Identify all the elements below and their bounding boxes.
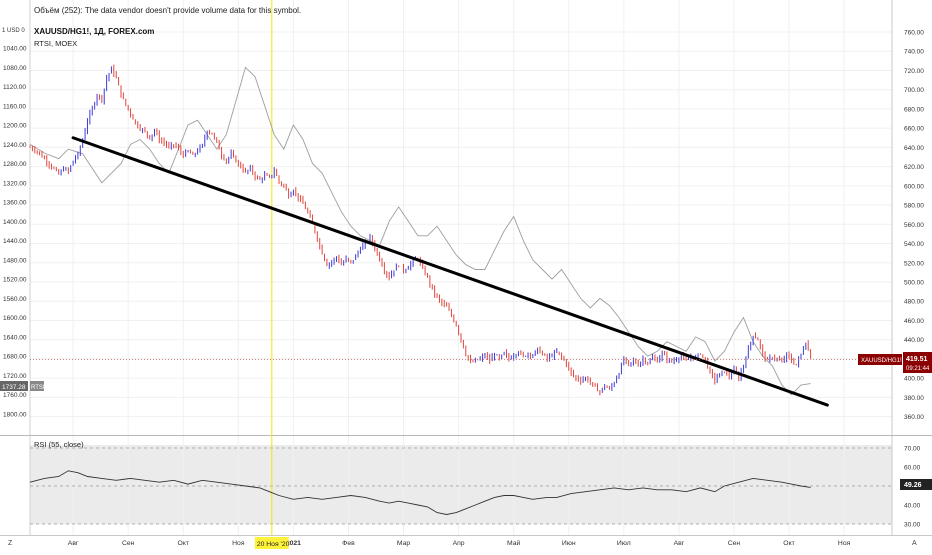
right-price-axis[interactable]: 360.00380.00400.00420.00440.00460.00480.… xyxy=(904,30,924,422)
symbol-legend[interactable]: XAUUSD/HG1!, 1Д, FOREX.com xyxy=(34,27,154,36)
left-axis-tick-label: 1800.00 xyxy=(3,411,27,418)
right-axis-tick-label: 540.00 xyxy=(904,241,924,248)
price-badge-symbol-bg xyxy=(858,354,902,365)
time-axis-label: Июл xyxy=(617,540,631,547)
right-axis-tick-label: 740.00 xyxy=(904,49,924,56)
right-axis-tick-label: 700.00 xyxy=(904,87,924,94)
rsi-axis-tick-label: 60.00 xyxy=(904,465,921,472)
right-axis-tick-label: 620.00 xyxy=(904,164,924,171)
right-axis-tick-label: 680.00 xyxy=(904,106,924,113)
time-axis-label: Окт xyxy=(783,540,794,547)
right-axis-tick-label: 720.00 xyxy=(904,68,924,75)
left-rtsi-name-bg xyxy=(30,381,44,391)
rsi-axis-tick-label: 70.00 xyxy=(904,446,921,453)
grid xyxy=(30,0,892,535)
left-axis-tick-label: 1120.00 xyxy=(3,84,26,91)
trendline[interactable] xyxy=(71,136,829,407)
left-rtsi-tag-bg xyxy=(0,381,28,391)
highlight-date: 20 Ноя '20 xyxy=(257,541,290,548)
time-axis-label: Сен xyxy=(728,540,741,547)
rsi-badge-bg xyxy=(900,479,932,490)
time-axis-label: Авг xyxy=(68,540,79,547)
left-axis-tick-label: 1040.00 xyxy=(3,46,27,53)
left-axis-tick-label: 1600.00 xyxy=(3,315,27,322)
main-pane-bg xyxy=(30,0,892,435)
volume-notice: Объём (252): The data vendor doesn't pro… xyxy=(34,6,301,15)
left-axis-tick-label: 1680.00 xyxy=(3,354,27,361)
rsi-axis-tick-label: 40.00 xyxy=(904,503,921,510)
left-axis-tick-label: 1440.00 xyxy=(3,238,27,245)
time-axis-label: Апр xyxy=(453,540,465,547)
right-axis-tick-label: 380.00 xyxy=(904,395,924,402)
left-axis-tick-label: 1400.00 xyxy=(3,219,27,226)
left-axis-tick-label: 1240.00 xyxy=(3,142,27,149)
right-axis-tick-label: 560.00 xyxy=(904,222,924,229)
time-axis-label: Фев xyxy=(342,540,355,547)
right-axis-tick-label: 460.00 xyxy=(904,318,924,325)
time-axis-label: Сен xyxy=(122,540,135,547)
compare-legend[interactable]: RTSI, MOEX xyxy=(34,39,77,48)
price-badge-bg xyxy=(903,352,932,373)
right-axis-tick-label: 580.00 xyxy=(904,203,924,210)
rsi-axis-tick-label: 30.00 xyxy=(904,522,921,529)
left-rtsi-tag-name: RTSI xyxy=(31,385,45,391)
rsi-band-fill xyxy=(30,445,892,524)
time-axis-label: Окт xyxy=(178,540,189,547)
right-axis-tick-label: 760.00 xyxy=(904,30,924,37)
time-axis-label: Ноя xyxy=(232,540,245,547)
left-axis-tick-label: 1320.00 xyxy=(3,180,27,187)
price-badge-value: 419.51 xyxy=(906,356,928,363)
left-price-axis[interactable]: 1040.00 1080.00 1120.00 1160.00 1200.00 1240.… xyxy=(3,46,27,419)
left-axis-tick-label: 1480.00 xyxy=(3,257,27,264)
time-axis-label: 2021 xyxy=(286,540,301,547)
left-axis-tick-label: 1640.00 xyxy=(3,334,27,341)
left-axis-tick-label: 1280.00 xyxy=(3,161,27,168)
right-axis-tick-label: 640.00 xyxy=(904,145,924,152)
time-axis-label: Июн xyxy=(562,540,576,547)
log-scale-toggle[interactable]: Z xyxy=(8,540,13,547)
price-badge-countdown: 09:21:44 xyxy=(906,366,930,372)
time-axis-label: Май xyxy=(507,539,521,547)
left-axis-unit: 1 USD 0 xyxy=(2,28,25,34)
auto-scale-toggle[interactable]: A xyxy=(912,540,917,547)
rsi-badge-value: 49.26 xyxy=(904,482,922,489)
highlight-date-bg xyxy=(254,537,289,549)
rsi-line xyxy=(29,470,811,515)
gold-copper-candles xyxy=(29,64,812,396)
left-axis-tick-label: 1760.00 xyxy=(3,392,27,399)
right-axis-tick-label: 600.00 xyxy=(904,183,924,190)
left-axis-tick-label: 1520.00 xyxy=(3,277,27,284)
time-axis-label: Ноя xyxy=(838,540,851,547)
left-axis-tick-label: 1200.00 xyxy=(3,123,27,130)
right-axis-tick-label: 360.00 xyxy=(904,414,924,421)
right-axis-tick-label: 660.00 xyxy=(904,126,924,133)
rsi-legend[interactable]: RSI (55, close) xyxy=(34,440,84,449)
left-axis-tick-label: 1360.00 xyxy=(3,200,27,207)
time-axis[interactable]: Авг Сен Окт Ноя 2021 Фев Мар Апр Май Июн Июл Авг Сен… xyxy=(68,539,851,547)
left-axis-tick-label: 1160.00 xyxy=(3,103,26,110)
right-axis-tick-label: 520.00 xyxy=(904,260,924,267)
rtsi-series-line xyxy=(29,66,811,396)
left-axis-tick-label: 1560.00 xyxy=(3,296,27,303)
right-axis-tick-label: 480.00 xyxy=(904,299,924,306)
price-badge-symbol: XAUUSD/HG1! xyxy=(861,358,902,364)
right-axis-tick-label: 400.00 xyxy=(904,376,924,383)
left-axis-tick-label: 1720.00 xyxy=(3,373,27,380)
time-axis-label: Авг xyxy=(674,540,685,547)
time-axis-label: Мар xyxy=(397,540,411,547)
left-rtsi-tag-value: 1737.28 xyxy=(2,384,26,391)
right-axis-tick-label: 500.00 xyxy=(904,279,924,286)
right-axis-tick-label: 440.00 xyxy=(904,337,924,344)
left-axis-tick-label: 1080.00 xyxy=(3,65,27,72)
